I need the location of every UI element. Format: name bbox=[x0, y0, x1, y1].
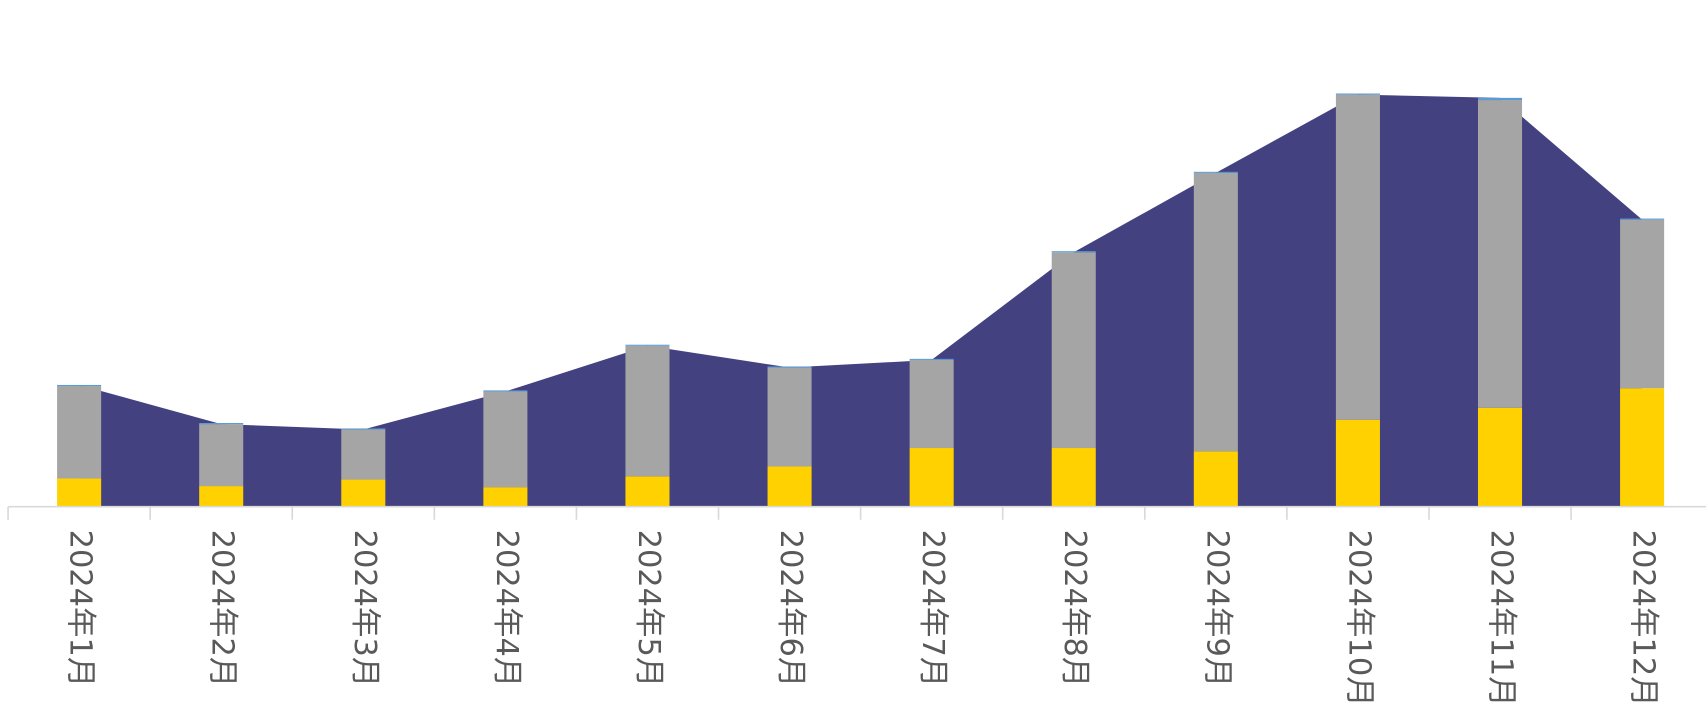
bar-segment bbox=[1620, 218, 1665, 220]
bar-segment bbox=[57, 386, 102, 479]
x-tick-label: 2024年1月 bbox=[63, 530, 98, 688]
x-tick-label: 2024年11月 bbox=[1484, 530, 1519, 707]
bar-segment bbox=[767, 366, 812, 368]
bar-segment bbox=[341, 479, 386, 507]
bar-segment bbox=[341, 428, 386, 430]
bar-segment bbox=[341, 429, 386, 480]
bar-segment bbox=[909, 358, 954, 360]
area bbox=[79, 94, 1643, 507]
bar-segment bbox=[1193, 171, 1238, 173]
bar-segment bbox=[767, 367, 812, 467]
x-tick-label: 2024年7月 bbox=[915, 530, 950, 688]
bar-segment bbox=[1051, 252, 1096, 449]
x-tick-label: 2024年10月 bbox=[1341, 530, 1376, 707]
x-tick-label: 2024年9月 bbox=[1199, 530, 1234, 688]
bar-segment bbox=[199, 486, 244, 507]
bar-segment bbox=[1335, 419, 1380, 507]
bar-segment bbox=[1477, 407, 1523, 507]
bar-segment bbox=[1193, 451, 1238, 507]
bar-segment bbox=[483, 391, 528, 488]
bar-segment bbox=[1477, 100, 1523, 408]
bar-segment bbox=[625, 344, 670, 346]
bar-segment bbox=[1620, 219, 1665, 389]
bar-segment bbox=[199, 424, 244, 487]
bar-segment bbox=[57, 478, 102, 507]
bar-segment bbox=[1051, 251, 1096, 253]
x-tick-label: 2024年6月 bbox=[773, 530, 808, 688]
x-tick-label: 2024年5月 bbox=[631, 530, 666, 688]
x-tick-label: 2024年4月 bbox=[489, 530, 524, 688]
bar-segment bbox=[1620, 388, 1665, 507]
bar-segment bbox=[767, 466, 812, 507]
bar-segment bbox=[57, 384, 102, 387]
x-tick-label: 2024年3月 bbox=[347, 530, 382, 688]
bar-segment bbox=[1335, 94, 1380, 420]
bar-segment bbox=[909, 448, 954, 507]
x-tick-label: 2024年8月 bbox=[1057, 530, 1092, 688]
bar-segment bbox=[625, 476, 670, 507]
bar-segment bbox=[909, 359, 954, 449]
bar-segment bbox=[199, 423, 244, 425]
bar-segment bbox=[625, 345, 670, 477]
bar-segment bbox=[483, 487, 528, 507]
bar-segment bbox=[1335, 93, 1380, 95]
bar-segment bbox=[1477, 97, 1523, 101]
x-tick-label: 2024年2月 bbox=[205, 530, 240, 688]
bar-segment bbox=[483, 390, 528, 392]
bar-segment bbox=[1193, 172, 1238, 452]
bar-segment bbox=[1051, 448, 1096, 507]
x-tick-label: 2024年12月 bbox=[1626, 530, 1661, 707]
